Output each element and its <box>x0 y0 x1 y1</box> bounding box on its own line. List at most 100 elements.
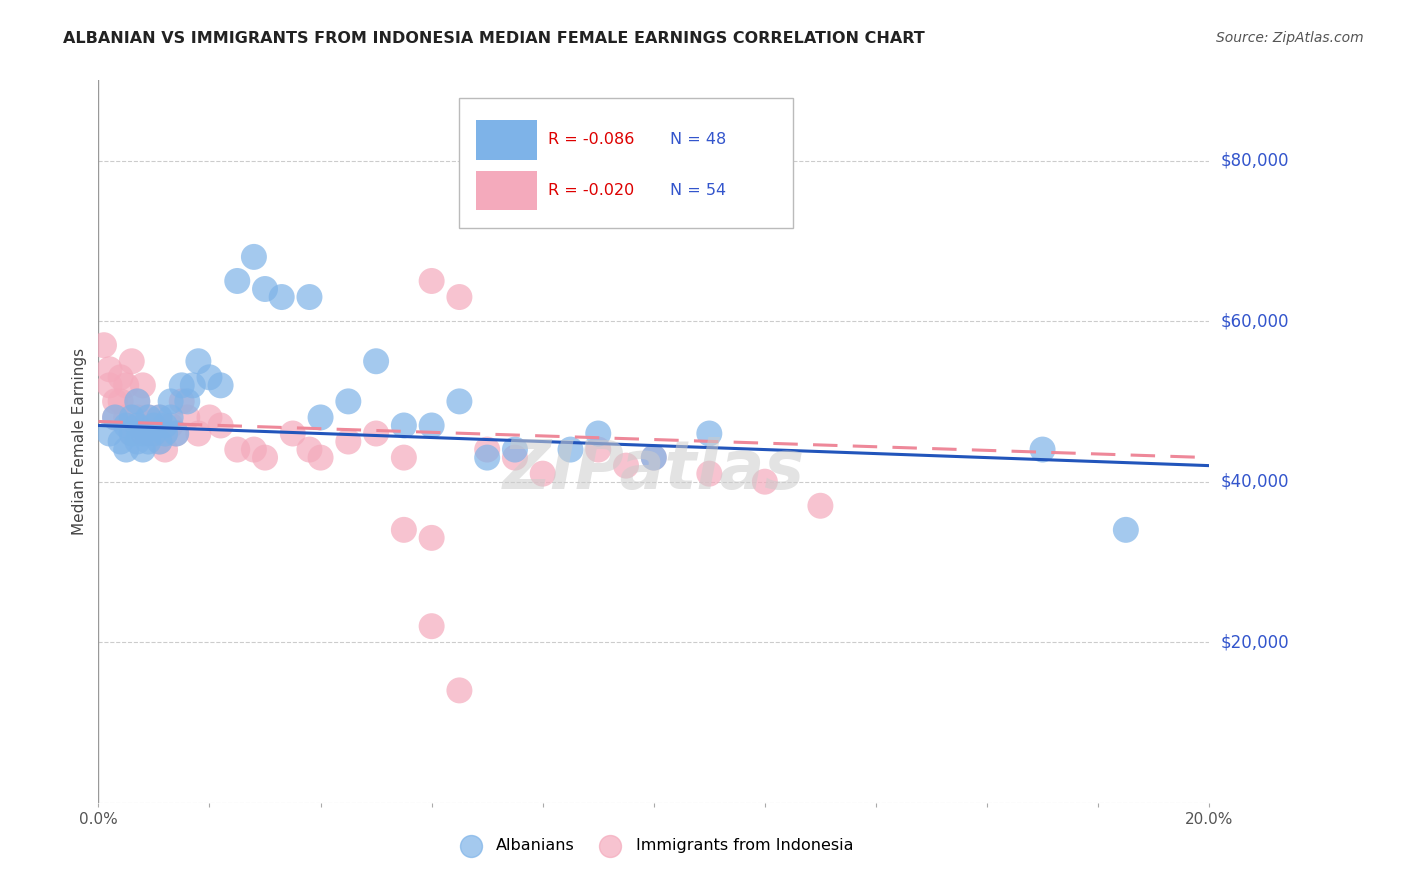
Point <box>392 523 415 537</box>
Point <box>176 394 198 409</box>
Point <box>198 370 221 384</box>
Point <box>153 426 176 441</box>
Point <box>449 683 471 698</box>
Point <box>560 442 582 457</box>
Point <box>699 426 721 441</box>
FancyBboxPatch shape <box>477 120 537 160</box>
FancyBboxPatch shape <box>477 170 537 211</box>
Point <box>366 426 388 441</box>
Point <box>121 426 143 441</box>
Point <box>253 282 276 296</box>
Point <box>699 467 721 481</box>
Point <box>110 394 132 409</box>
Point <box>614 458 637 473</box>
Point <box>270 290 292 304</box>
Point <box>176 410 198 425</box>
Point <box>643 450 665 465</box>
Point <box>226 274 249 288</box>
Point <box>153 426 176 441</box>
Point <box>420 619 443 633</box>
Point <box>104 394 127 409</box>
Legend: Albanians, Immigrants from Indonesia: Albanians, Immigrants from Indonesia <box>449 832 859 860</box>
Point <box>143 426 166 441</box>
Point <box>243 442 266 457</box>
Point <box>159 418 181 433</box>
Text: R = -0.086: R = -0.086 <box>548 132 634 147</box>
Point <box>165 426 187 441</box>
Point <box>98 426 121 441</box>
Point <box>253 450 276 465</box>
Point <box>104 410 127 425</box>
Point <box>1115 523 1137 537</box>
Point <box>420 418 443 433</box>
Point <box>110 434 132 449</box>
Point <box>104 410 127 425</box>
Text: $60,000: $60,000 <box>1220 312 1289 330</box>
Point <box>181 378 204 392</box>
Point <box>98 362 121 376</box>
Point <box>148 434 170 449</box>
Point <box>93 338 115 352</box>
Point <box>209 378 232 392</box>
Point <box>143 426 166 441</box>
Point <box>475 442 499 457</box>
Point <box>170 378 193 392</box>
Point <box>810 499 832 513</box>
Text: R = -0.020: R = -0.020 <box>548 183 634 198</box>
Point <box>298 442 321 457</box>
Point <box>159 410 181 425</box>
Point <box>121 426 143 441</box>
Point <box>209 418 232 433</box>
Point <box>159 394 181 409</box>
Point <box>226 442 249 457</box>
Point <box>115 378 138 392</box>
Point <box>148 410 170 425</box>
Point <box>115 442 138 457</box>
Point <box>121 354 143 368</box>
Point <box>132 426 155 441</box>
Text: ZIPatlas: ZIPatlas <box>503 437 804 503</box>
Point <box>132 426 155 441</box>
Point <box>475 450 499 465</box>
Text: $20,000: $20,000 <box>1220 633 1289 651</box>
Point <box>170 394 193 409</box>
Point <box>121 410 143 425</box>
Point <box>127 418 149 433</box>
Point <box>337 434 360 449</box>
Point <box>143 418 166 433</box>
Point <box>98 378 121 392</box>
Point <box>449 290 471 304</box>
Point <box>127 410 149 425</box>
Point <box>165 426 187 441</box>
Point <box>503 450 526 465</box>
Point <box>309 410 332 425</box>
Point <box>588 442 610 457</box>
Point <box>298 290 321 304</box>
Point <box>138 426 160 441</box>
Point <box>138 410 160 425</box>
Text: Source: ZipAtlas.com: Source: ZipAtlas.com <box>1216 31 1364 45</box>
Text: $80,000: $80,000 <box>1220 152 1289 169</box>
Point <box>366 354 388 368</box>
Point <box>132 442 155 457</box>
Point <box>643 450 665 465</box>
Text: N = 54: N = 54 <box>671 183 727 198</box>
Point <box>187 426 209 441</box>
Point <box>110 370 132 384</box>
Point <box>1032 442 1054 457</box>
Text: $40,000: $40,000 <box>1220 473 1289 491</box>
Point <box>187 354 209 368</box>
Point <box>531 467 554 481</box>
Point <box>281 426 304 441</box>
Point <box>420 531 443 545</box>
Text: ALBANIAN VS IMMIGRANTS FROM INDONESIA MEDIAN FEMALE EARNINGS CORRELATION CHART: ALBANIAN VS IMMIGRANTS FROM INDONESIA ME… <box>63 31 925 46</box>
Point <box>243 250 266 264</box>
Y-axis label: Median Female Earnings: Median Female Earnings <box>72 348 87 535</box>
Point <box>392 450 415 465</box>
Point <box>392 418 415 433</box>
Point <box>115 410 138 425</box>
Point <box>115 418 138 433</box>
FancyBboxPatch shape <box>460 98 793 228</box>
Point <box>153 418 176 433</box>
Point <box>127 434 149 449</box>
